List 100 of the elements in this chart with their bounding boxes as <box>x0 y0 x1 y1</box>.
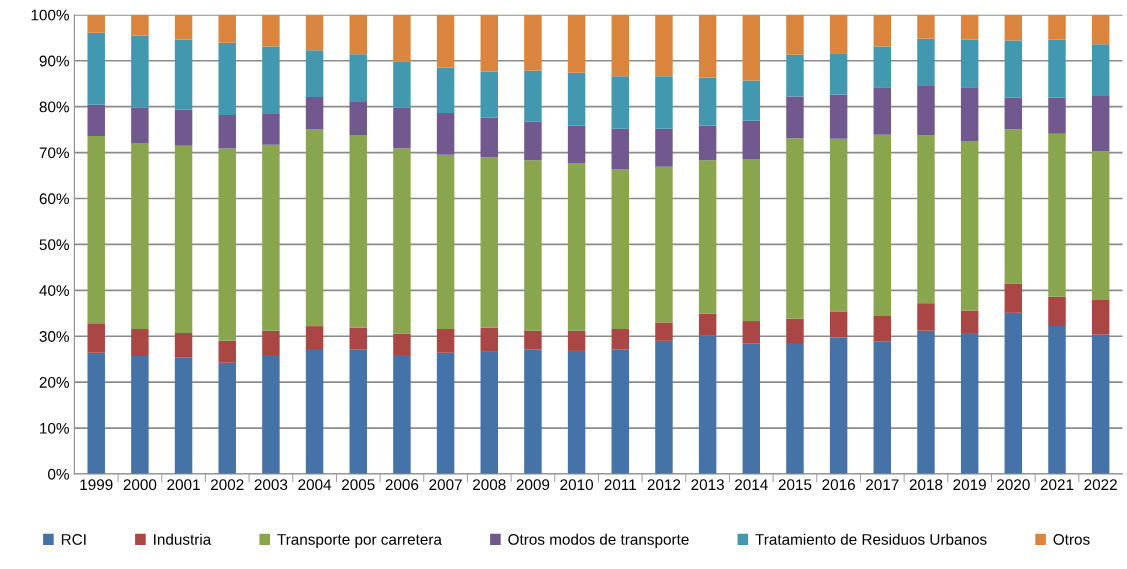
x-tick-label: 2013 <box>691 479 724 491</box>
bar <box>218 42 236 115</box>
bar <box>349 54 367 103</box>
bar <box>873 46 892 88</box>
bar <box>480 351 498 474</box>
x-tick-label: 2006 <box>385 479 419 491</box>
bar <box>393 333 411 356</box>
bar <box>349 102 367 136</box>
bar <box>87 14 105 33</box>
bar <box>786 343 804 474</box>
bar <box>131 14 149 36</box>
bar <box>480 157 498 328</box>
bar <box>393 61 411 108</box>
bar <box>917 303 935 331</box>
bar <box>698 77 717 126</box>
bar <box>829 138 848 312</box>
bar <box>524 160 542 331</box>
x-tick-label: 2007 <box>429 479 462 491</box>
bar <box>174 357 193 474</box>
bar <box>873 341 892 474</box>
bar <box>480 117 498 158</box>
bar <box>87 352 105 474</box>
bar <box>1004 129 1023 284</box>
bar <box>698 160 717 314</box>
x-tick-label: 2005 <box>342 479 375 491</box>
bar <box>218 340 236 363</box>
legend-label: Transporte por carretera <box>277 534 442 548</box>
bar <box>611 76 630 129</box>
bar <box>87 104 105 137</box>
bar <box>917 38 935 86</box>
bar <box>262 14 280 47</box>
bar <box>567 350 586 474</box>
bar <box>305 349 324 474</box>
bar <box>786 96 804 139</box>
x-tick-label: 1999 <box>80 479 113 491</box>
bar <box>917 85 935 136</box>
y-tick-label: 50% <box>39 239 69 251</box>
bar <box>786 138 804 319</box>
bar <box>698 313 717 336</box>
bar <box>480 14 498 72</box>
bar <box>960 39 979 88</box>
bar <box>655 166 673 323</box>
bar <box>1004 97 1023 130</box>
x-tick-label: 2000 <box>123 479 157 491</box>
bar <box>742 14 761 81</box>
bar <box>698 335 717 474</box>
bar <box>305 14 324 51</box>
bar <box>1004 14 1023 41</box>
bar <box>960 333 979 474</box>
bar <box>218 14 236 43</box>
bar <box>960 310 979 334</box>
bar <box>960 14 979 40</box>
bar <box>174 109 193 146</box>
y-tick-label: 0% <box>48 468 69 480</box>
bar <box>611 14 630 77</box>
bar <box>218 148 236 341</box>
bar <box>1048 133 1066 297</box>
bar <box>393 355 411 474</box>
legend-label: Otros modos de transporte <box>508 533 689 548</box>
y-tick-label: 30% <box>39 331 69 342</box>
bar <box>349 135 367 328</box>
x-tick-label: 2020 <box>997 479 1030 491</box>
y-tick-label: 80% <box>39 101 69 113</box>
bar <box>174 39 193 110</box>
bar <box>393 14 411 62</box>
bar <box>742 120 761 159</box>
bar <box>655 322 673 341</box>
bar <box>131 328 149 356</box>
bar <box>917 14 935 39</box>
bar <box>262 355 280 474</box>
bar <box>655 76 673 129</box>
bar <box>1091 96 1110 152</box>
bar <box>1091 334 1110 474</box>
bar <box>873 316 892 342</box>
bar <box>524 330 542 350</box>
x-tick-label: 2016 <box>822 479 855 491</box>
bar <box>829 94 848 139</box>
bar <box>262 330 280 356</box>
bar <box>567 14 586 73</box>
x-tick-label: 2010 <box>560 479 593 491</box>
bar <box>436 352 455 474</box>
x-tick-label: 2009 <box>516 479 550 491</box>
y-tick-label: 60% <box>39 193 69 205</box>
bar <box>1091 151 1110 300</box>
x-tick-label: 2001 <box>167 479 200 491</box>
bar <box>611 349 630 474</box>
y-tick-label: 40% <box>39 285 69 296</box>
x-tick-label: 2015 <box>778 479 812 491</box>
legend-label: Otros <box>1053 534 1090 545</box>
bar <box>349 327 367 350</box>
x-tick-label: 2002 <box>211 479 244 491</box>
bar <box>524 349 542 474</box>
bar <box>567 125 586 164</box>
y-tick-label: 20% <box>39 377 69 388</box>
bar <box>960 87 979 142</box>
bar <box>611 128 630 170</box>
bar <box>873 14 892 47</box>
legend-label: Industria <box>154 533 212 545</box>
bar <box>873 134 892 317</box>
bar <box>305 96 324 130</box>
